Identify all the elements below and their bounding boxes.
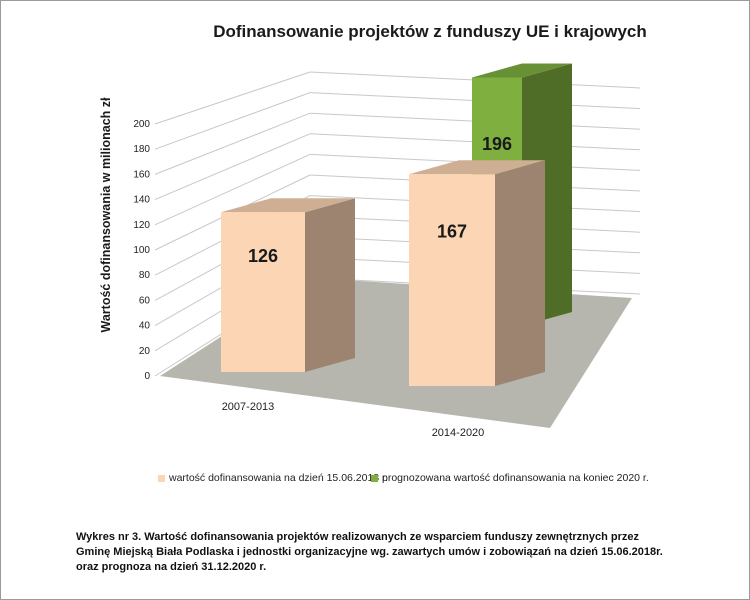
y-tick-label: 0	[144, 371, 150, 382]
legend-item-current: wartość dofinansowania na dzień 15.06.20…	[158, 472, 388, 484]
y-axis-label: Wartość dofinansowania w milionach zł	[99, 97, 113, 333]
bar-2007-2013-current	[221, 198, 355, 372]
figure-caption: Wykres nr 3. Wartość dofinansowania proj…	[76, 531, 663, 573]
y-tick-label: 180	[133, 144, 150, 155]
y-tick-label: 20	[139, 346, 151, 357]
gridline	[154, 112, 311, 175]
data-label: 196	[482, 134, 512, 154]
legend-label-forecast: prognozowana wartość dofinansowania na k…	[382, 472, 649, 484]
y-tick-label: 60	[139, 295, 151, 306]
y-tick-label: 80	[139, 270, 151, 281]
y-tick-label: 120	[133, 220, 150, 231]
y-tick-label: 160	[133, 169, 150, 180]
gridline	[154, 133, 311, 201]
gridline	[154, 153, 311, 226]
bar-2014-2020-current	[409, 160, 545, 386]
x-category-label: 2007-2013	[222, 401, 275, 413]
y-tick-label: 140	[133, 195, 150, 206]
gridline	[154, 71, 311, 125]
y-tick-label: 200	[133, 119, 150, 130]
gridline	[154, 92, 311, 150]
y-tick-label: 100	[133, 245, 150, 256]
data-label: 167	[437, 221, 467, 241]
chart-title: Dofinansowanie projektów z funduszy UE i…	[213, 22, 647, 41]
legend-item-forecast: prognozowana wartość dofinansowania na k…	[371, 472, 649, 484]
legend-swatch-forecast	[371, 474, 378, 482]
legend-swatch-current	[158, 474, 165, 482]
legend-label-current: wartość dofinansowania na dzień 15.06.20…	[169, 472, 388, 484]
y-tick-label: 40	[139, 321, 151, 332]
x-category-label: 2014-2020	[432, 427, 485, 439]
data-label: 126	[248, 246, 278, 266]
